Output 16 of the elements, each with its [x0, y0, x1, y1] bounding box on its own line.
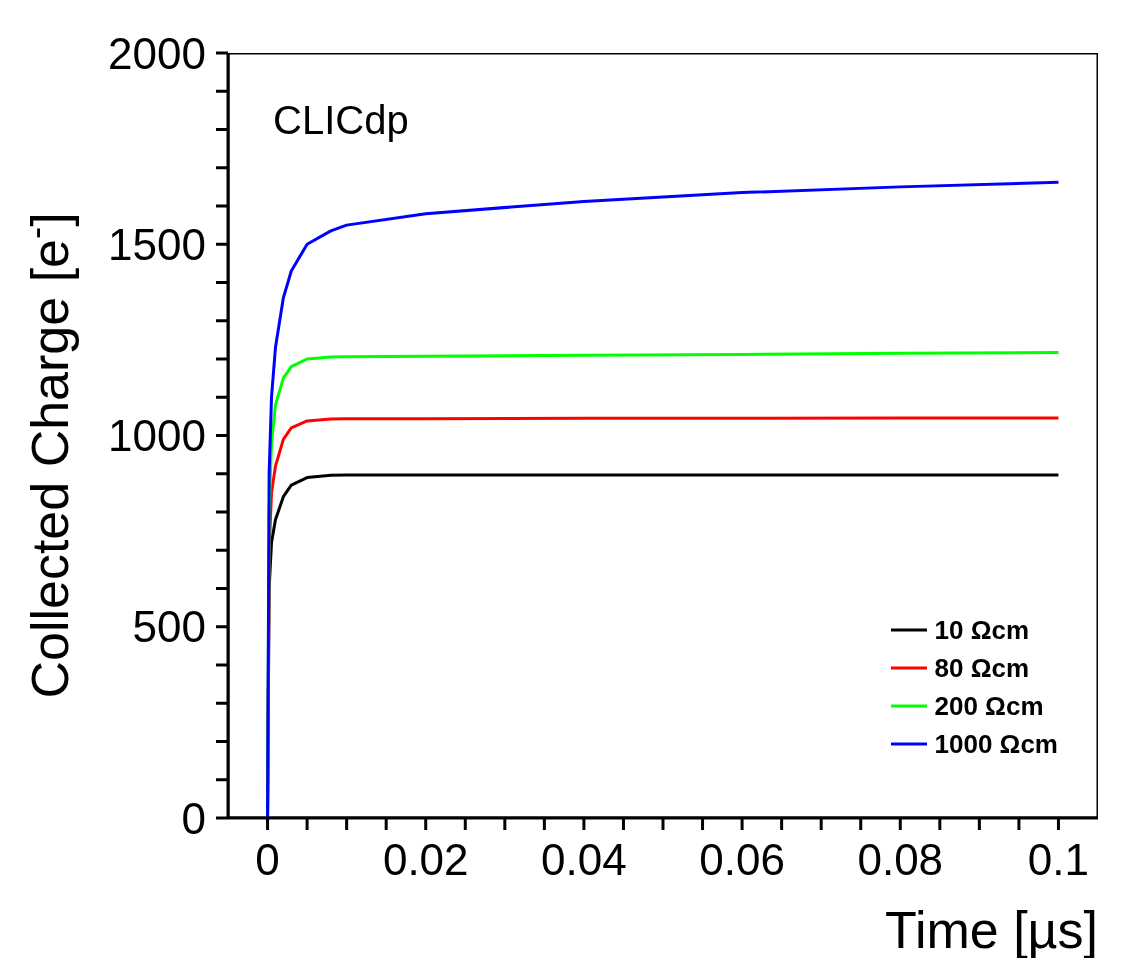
- x-tick-label: 0.06: [699, 835, 785, 885]
- legend-label: 1000 Ωcm: [934, 728, 1058, 760]
- y-tick-label: 1000: [108, 411, 206, 461]
- x-tick-label: 0: [255, 835, 280, 885]
- annotation: CLICdp: [273, 98, 409, 143]
- x-tick-label: 0.1: [1027, 835, 1090, 885]
- y-tick-label: 0: [181, 793, 206, 843]
- x-tick-label: 0.04: [541, 835, 627, 885]
- legend-label: 10 Ωcm: [934, 614, 1030, 646]
- y-tick-label: 2000: [108, 28, 206, 78]
- legend-label: 80 Ωcm: [934, 652, 1030, 684]
- y-tick-label: 1500: [108, 219, 206, 269]
- x-tick-label: 0.02: [382, 835, 469, 885]
- y-tick-label: 500: [132, 602, 206, 652]
- x-tick-label: 0.08: [857, 835, 944, 885]
- legend-label: 200 Ωcm: [934, 690, 1044, 722]
